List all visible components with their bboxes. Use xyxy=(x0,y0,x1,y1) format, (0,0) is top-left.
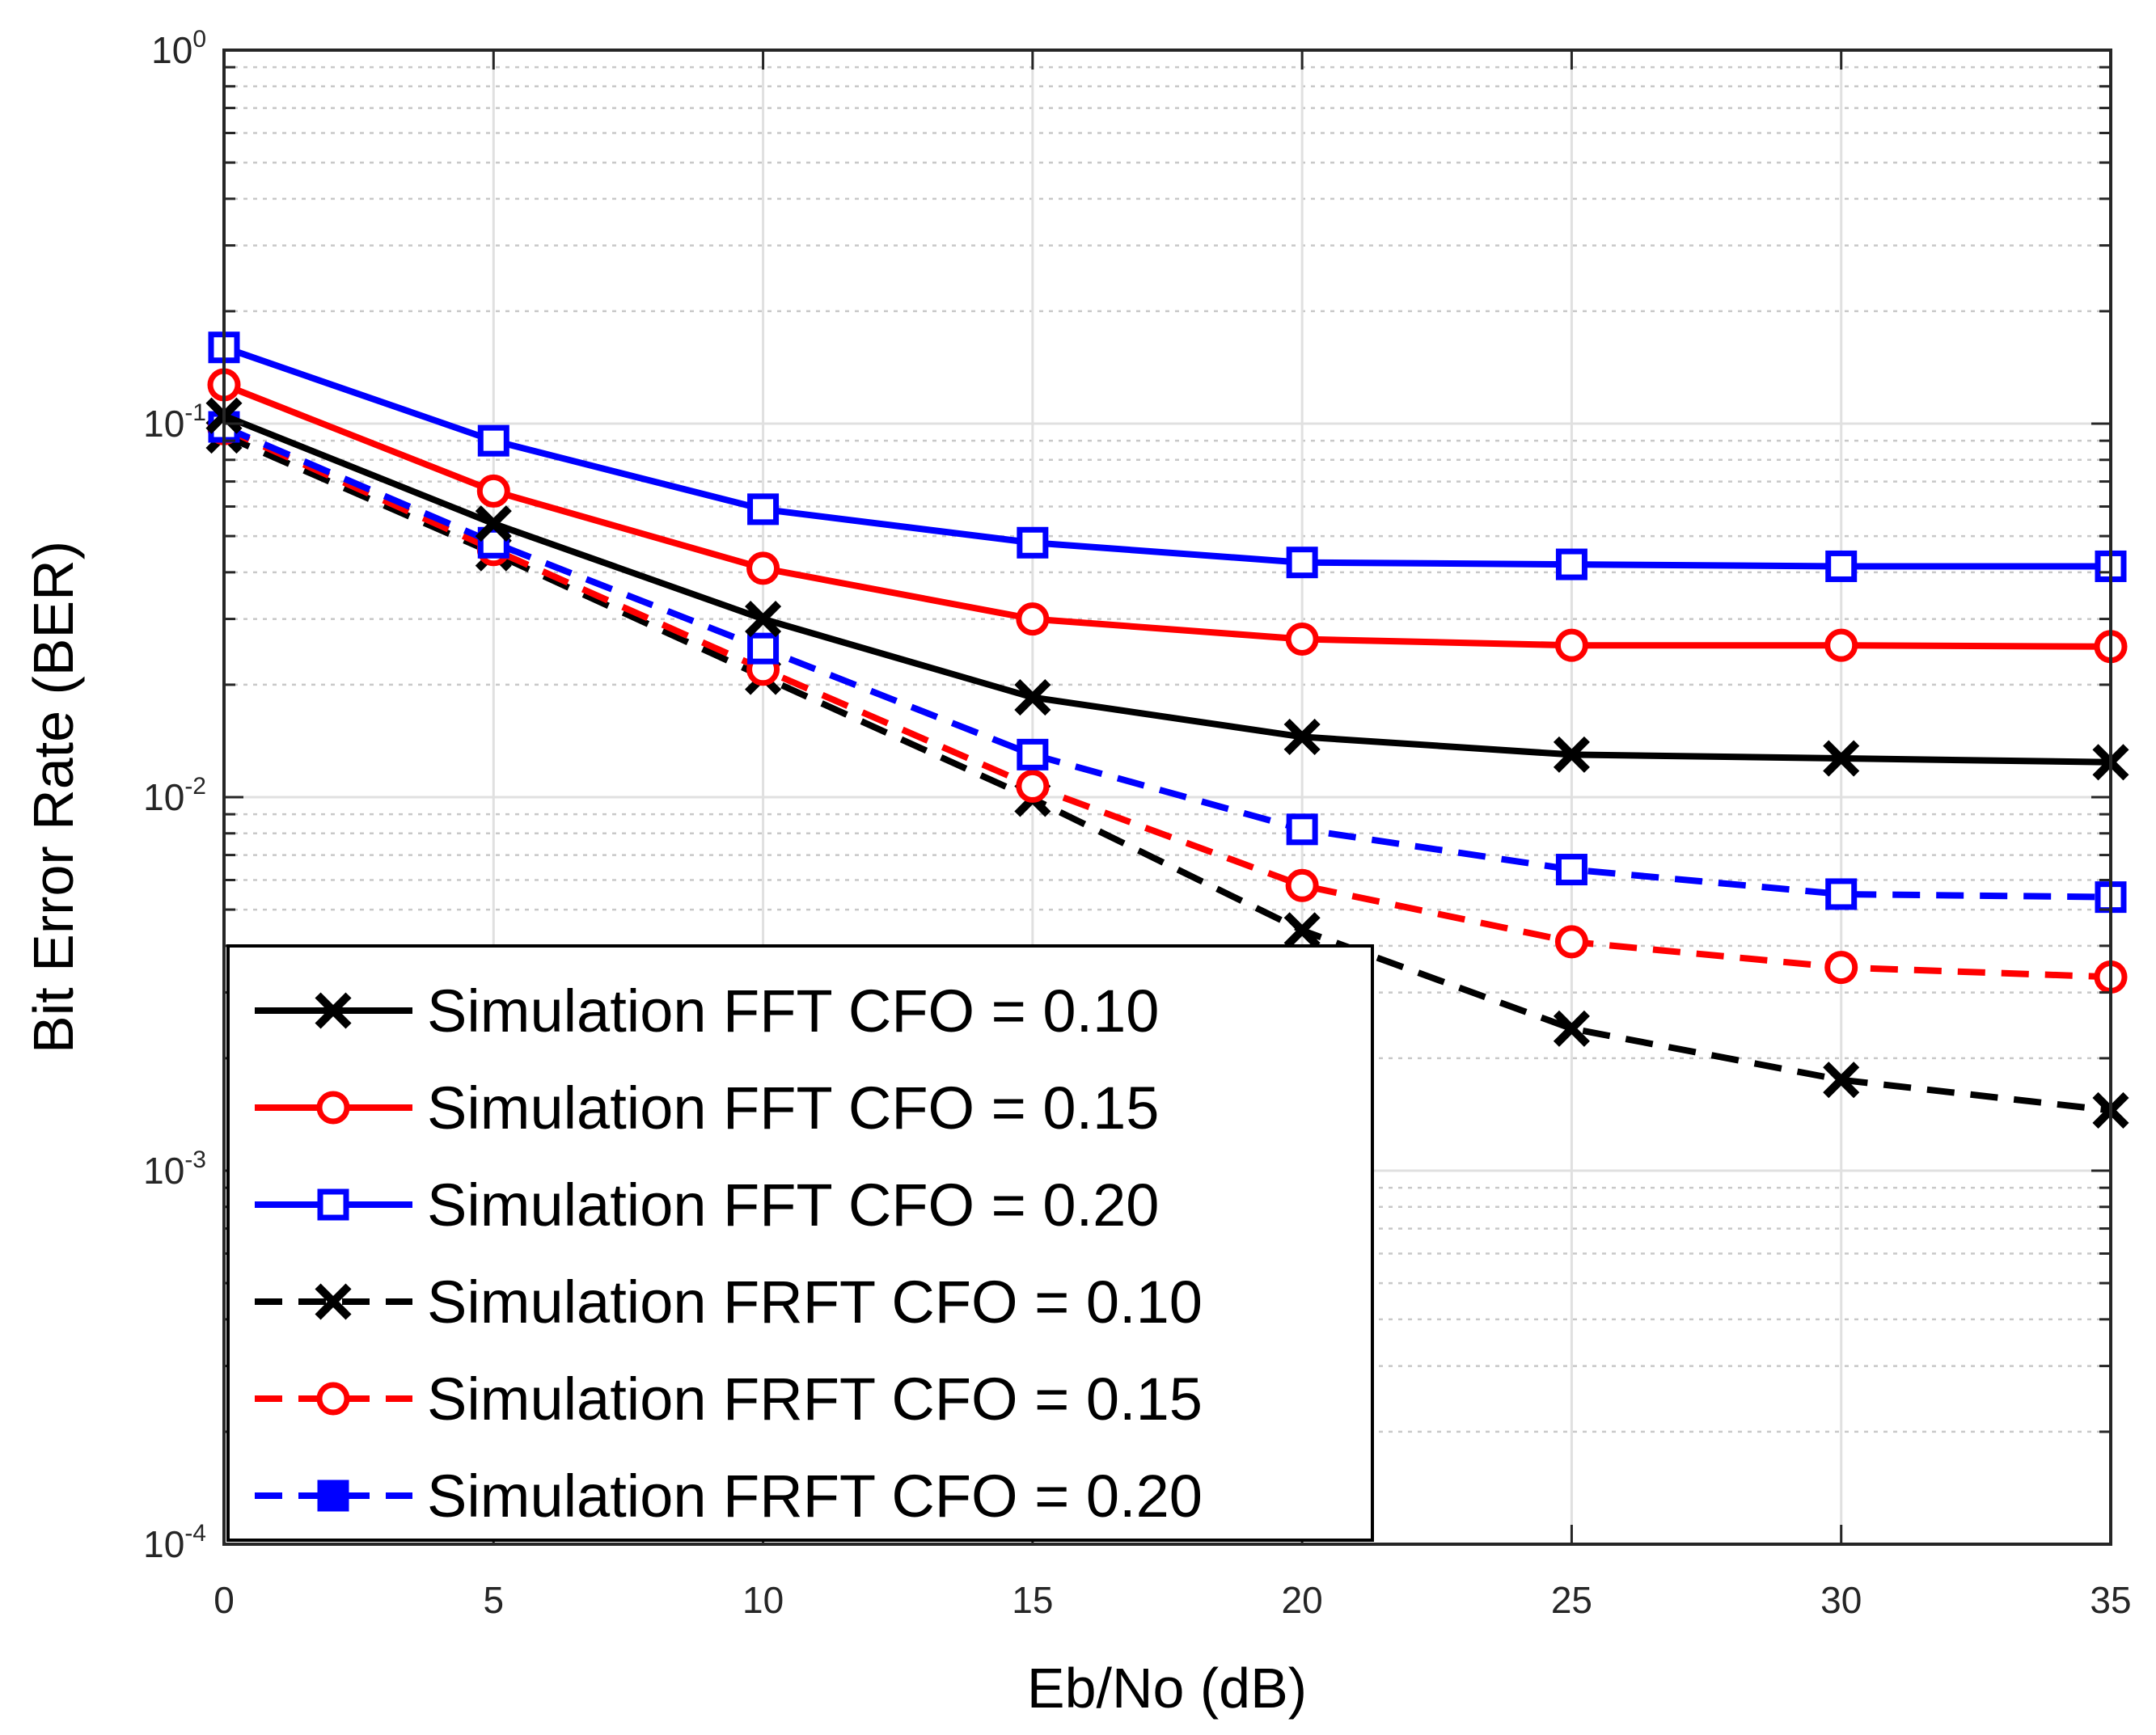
circle-marker xyxy=(1554,628,1588,662)
square-marker xyxy=(747,493,780,526)
circle-marker xyxy=(316,1382,350,1416)
square-marker xyxy=(1825,878,1858,910)
y-tick-base: 10 xyxy=(143,1150,184,1192)
x-marker xyxy=(745,601,782,638)
square-marker xyxy=(1555,548,1587,580)
x-marker xyxy=(1283,718,1321,755)
square-marker xyxy=(1286,547,1318,579)
y-tick-base: 10 xyxy=(151,29,192,71)
y-axis-title: Bit Error Rate (BER) xyxy=(22,541,85,1053)
legend-label: Simulation FRFT CFO = 0.15 xyxy=(427,1366,1203,1433)
circle-marker xyxy=(1285,868,1319,902)
legend-label: Simulation FRFT CFO = 0.20 xyxy=(427,1463,1203,1530)
square-marker xyxy=(747,632,780,665)
y-tick-label: 10-4 xyxy=(143,1520,206,1565)
y-tick-base: 10 xyxy=(143,776,184,818)
square-marker xyxy=(1555,854,1587,886)
circle-marker xyxy=(1285,622,1319,656)
series-line xyxy=(222,382,2112,650)
y-tick-exponent: -2 xyxy=(184,773,206,800)
series-line xyxy=(222,425,2112,981)
x-axis-title: Eb/No (dB) xyxy=(1027,1657,1307,1720)
x-marker xyxy=(1283,912,1321,949)
series-fft-1 xyxy=(207,368,2128,664)
x-tick-label: 0 xyxy=(213,1579,235,1621)
square-marker xyxy=(1286,813,1318,846)
circle-marker xyxy=(746,551,780,585)
x-tick-label: 20 xyxy=(1282,1579,1323,1621)
legend-box xyxy=(226,944,1374,1542)
series-line xyxy=(222,344,2111,570)
y-tick-base: 10 xyxy=(143,1523,184,1565)
x-marker xyxy=(1553,1010,1590,1047)
legend-label: Simulation FFT CFO = 0.10 xyxy=(427,977,1159,1045)
y-tick-label: 10-1 xyxy=(143,399,206,445)
legend-label: Simulation FFT CFO = 0.15 xyxy=(427,1074,1159,1142)
legend-item: Simulation FFT CFO = 0.20 xyxy=(255,1171,1159,1239)
x-tick-label: 25 xyxy=(1551,1579,1592,1621)
square-marker xyxy=(1017,526,1049,559)
legend-item: Simulation FRFT CFO = 0.10 xyxy=(255,1269,1203,1336)
x-tick-label: 35 xyxy=(2090,1579,2131,1621)
circle-marker xyxy=(1016,769,1050,803)
y-tick-exponent: 0 xyxy=(192,26,206,53)
circle-marker xyxy=(316,1091,350,1125)
x-marker xyxy=(1823,740,1860,777)
square-marker xyxy=(1825,550,1858,582)
circle-marker xyxy=(1554,925,1588,959)
legend-label: Simulation FFT CFO = 0.20 xyxy=(427,1171,1159,1239)
series-line xyxy=(222,412,2112,766)
square-marker xyxy=(1017,738,1049,770)
x-marker xyxy=(315,1283,352,1320)
circle-marker xyxy=(1824,628,1858,662)
circle-marker xyxy=(1824,951,1858,985)
plot-frame xyxy=(222,49,2112,1546)
legend-item: Simulation FRFT CFO = 0.20 xyxy=(255,1463,1203,1530)
x-tick-label: 10 xyxy=(742,1579,784,1621)
x-marker xyxy=(315,992,352,1029)
y-tick-base: 10 xyxy=(143,403,184,445)
x-tick-labels: 0 5 10 15 20 25 30 35 xyxy=(213,1579,2131,1621)
x-tick-label: 15 xyxy=(1012,1579,1053,1621)
y-tick-exponent: -1 xyxy=(184,399,206,426)
y-tick-exponent: -3 xyxy=(184,1146,206,1173)
square-marker xyxy=(477,424,509,457)
x-marker xyxy=(1823,1062,1860,1099)
x-marker xyxy=(1553,736,1590,773)
legend-item: Simulation FFT CFO = 0.10 xyxy=(255,977,1159,1045)
legend-item: Simulation FFT CFO = 0.15 xyxy=(255,1074,1159,1142)
x-tick-label: 5 xyxy=(483,1579,504,1621)
square-marker xyxy=(317,1188,349,1221)
y-tick-label: 100 xyxy=(151,26,206,71)
y-tick-label: 10-3 xyxy=(143,1146,206,1192)
circle-marker xyxy=(1016,602,1050,636)
series-line xyxy=(222,424,2112,901)
legend-label: Simulation FRFT CFO = 0.10 xyxy=(427,1269,1203,1336)
x-marker xyxy=(475,505,512,542)
x-tick-label: 30 xyxy=(1820,1579,1862,1621)
square-marker xyxy=(317,1480,349,1512)
legend-item: Simulation FRFT CFO = 0.15 xyxy=(255,1366,1203,1433)
series-fft-0 xyxy=(205,397,2129,781)
circle-marker xyxy=(476,474,510,508)
x-marker xyxy=(1014,679,1051,716)
legend: Simulation FFT CFO = 0.10 Simulation FFT … xyxy=(226,944,1374,1542)
y-tick-exponent: -4 xyxy=(184,1520,206,1547)
y-tick-label: 10-2 xyxy=(143,773,206,818)
